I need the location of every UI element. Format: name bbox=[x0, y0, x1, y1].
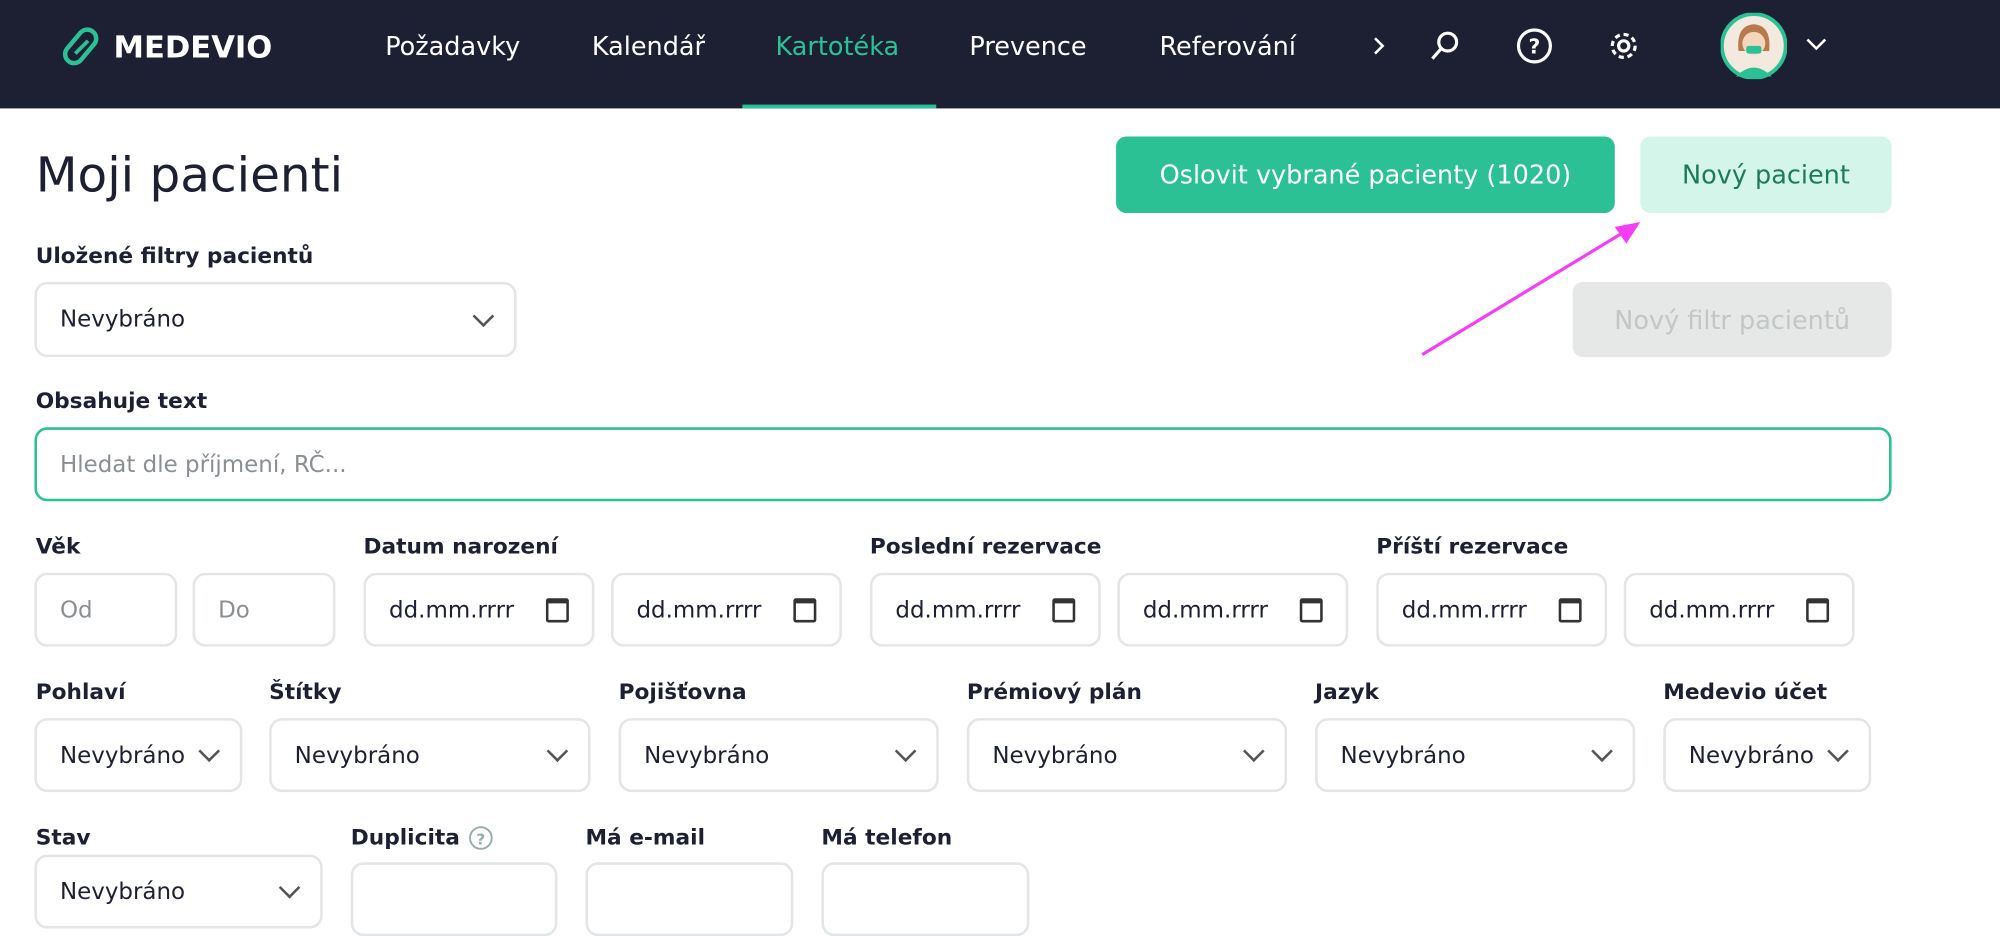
calendar-icon[interactable] bbox=[1806, 597, 1830, 622]
date-placeholder: dd.mm.rrrr bbox=[636, 596, 762, 624]
calendar-icon[interactable] bbox=[1299, 597, 1323, 622]
saved-filters-select[interactable]: Nevybráno bbox=[34, 281, 517, 358]
medevio-account-select[interactable]: Nevybráno bbox=[1663, 718, 1872, 793]
search-icon[interactable] bbox=[1429, 29, 1462, 62]
next-reservation-label: Příští rezervace bbox=[1376, 534, 1569, 560]
age-to-input[interactable]: Do bbox=[192, 572, 336, 647]
saved-filters-value: Nevybráno bbox=[59, 306, 186, 333]
chevron-down-icon bbox=[278, 876, 301, 899]
select-value: Nevybráno bbox=[59, 878, 186, 905]
new-filter-button[interactable]: Nový filtr pacientů bbox=[1572, 281, 1892, 358]
next-reservation-to-input[interactable]: dd.mm.rrrr bbox=[1623, 572, 1855, 647]
nav-prevence[interactable]: Prevence bbox=[969, 30, 1087, 62]
chevron-down-icon bbox=[894, 740, 917, 763]
nav-kalendar[interactable]: Kalendář bbox=[591, 30, 706, 62]
chevron-down-icon bbox=[1591, 740, 1613, 763]
calendar-icon[interactable] bbox=[1558, 597, 1582, 622]
brand-name: MEDEVIO bbox=[113, 29, 273, 66]
logo[interactable]: MEDEVIO bbox=[60, 26, 272, 69]
select-value: Nevybráno bbox=[992, 741, 1118, 769]
gear-icon[interactable] bbox=[1606, 28, 1642, 64]
search-label: Obsahuje text bbox=[35, 389, 208, 415]
age-from-placeholder: Od bbox=[59, 596, 93, 624]
birth-date-from-input[interactable]: dd.mm.rrrr bbox=[363, 572, 595, 647]
premium-plan-label: Prémiový plán bbox=[966, 679, 1142, 706]
chevron-down-icon bbox=[1243, 740, 1265, 763]
calendar-icon[interactable] bbox=[1052, 597, 1076, 622]
svg-text:?: ? bbox=[1529, 35, 1541, 59]
next-reservation-from-input[interactable]: dd.mm.rrrr bbox=[1376, 572, 1608, 647]
search-input[interactable]: Hledat dle příjmení, RČ... bbox=[34, 427, 1892, 502]
insurance-select[interactable]: Nevybráno bbox=[618, 718, 939, 793]
age-from-input[interactable]: Od bbox=[34, 572, 178, 647]
select-value: Nevybráno bbox=[294, 741, 420, 769]
top-nav bbox=[0, 0, 2000, 109]
language-label: Jazyk bbox=[1315, 679, 1379, 706]
saved-filters-label: Uložené filtry pacientů bbox=[35, 243, 314, 270]
last-reservation-label: Poslední rezervace bbox=[869, 534, 1102, 560]
last-reservation-to-input[interactable]: dd.mm.rrrr bbox=[1117, 572, 1349, 647]
language-select[interactable]: Nevybráno bbox=[1315, 718, 1636, 793]
tags-label: Štítky bbox=[269, 679, 342, 706]
nav-kartoteka[interactable]: Kartotéka bbox=[775, 30, 900, 62]
medevio-account-label: Medevio účet bbox=[1663, 679, 1828, 706]
date-placeholder: dd.mm.rrrr bbox=[1142, 596, 1268, 624]
account-chevron-down-icon[interactable] bbox=[1805, 36, 1828, 54]
premium-plan-select[interactable]: Nevybráno bbox=[966, 718, 1287, 793]
has-email-label: Má e-mail bbox=[585, 825, 706, 851]
select-value: Nevybráno bbox=[1688, 741, 1814, 769]
nav-pozadavky[interactable]: Požadavky bbox=[385, 30, 521, 62]
has-phone-label: Má telefon bbox=[821, 825, 953, 851]
duplicate-label-group: Duplicita? bbox=[351, 824, 493, 852]
chevron-down-icon bbox=[198, 740, 221, 763]
duplicate-label: Duplicita bbox=[350, 825, 460, 851]
help-icon[interactable]: ? bbox=[468, 825, 494, 851]
nav-referovani[interactable]: Referování bbox=[1159, 30, 1296, 62]
date-placeholder: dd.mm.rrrr bbox=[1401, 596, 1527, 624]
svg-text:?: ? bbox=[476, 830, 485, 848]
medevio-logo-icon bbox=[62, 27, 99, 66]
chevron-down-icon bbox=[472, 304, 495, 327]
date-placeholder: dd.mm.rrrr bbox=[389, 596, 515, 624]
select-value: Nevybráno bbox=[644, 741, 770, 769]
age-label: Věk bbox=[35, 534, 81, 560]
duplicate-select[interactable] bbox=[350, 862, 558, 936]
birth-date-label: Datum narození bbox=[363, 534, 558, 560]
select-value: Nevybráno bbox=[1340, 741, 1466, 769]
page-title: Moji pacienti bbox=[35, 146, 344, 203]
date-placeholder: dd.mm.rrrr bbox=[1649, 596, 1775, 624]
contact-selected-patients-button[interactable]: Oslovit vybrané pacienty (1020) bbox=[1116, 136, 1615, 214]
date-placeholder: dd.mm.rrrr bbox=[895, 596, 1021, 624]
status-select[interactable]: Nevybráno bbox=[34, 854, 323, 929]
chevron-down-icon bbox=[1827, 740, 1849, 763]
birth-date-to-input[interactable]: dd.mm.rrrr bbox=[610, 572, 842, 647]
annotation-arrow bbox=[1421, 221, 1641, 356]
last-reservation-from-input[interactable]: dd.mm.rrrr bbox=[869, 572, 1101, 647]
insurance-label: Pojišťovna bbox=[618, 679, 747, 706]
new-patient-button[interactable]: Nový pacient bbox=[1640, 136, 1892, 214]
select-value: Nevybráno bbox=[59, 741, 186, 769]
age-to-placeholder: Do bbox=[218, 596, 250, 624]
nav-more-chevron-icon[interactable] bbox=[1370, 34, 1388, 57]
active-tab-indicator bbox=[742, 104, 937, 109]
search-placeholder: Hledat dle příjmení, RČ... bbox=[59, 450, 347, 478]
help-icon[interactable]: ? bbox=[1515, 27, 1553, 65]
has-phone-select[interactable] bbox=[821, 862, 1030, 936]
gender-label: Pohlaví bbox=[35, 679, 126, 706]
status-label: Stav bbox=[35, 825, 91, 851]
calendar-icon[interactable] bbox=[545, 597, 569, 622]
chevron-down-icon bbox=[546, 740, 569, 763]
has-email-select[interactable] bbox=[585, 862, 794, 936]
tags-select[interactable]: Nevybráno bbox=[269, 718, 591, 793]
calendar-icon[interactable] bbox=[793, 597, 817, 622]
gender-select[interactable]: Nevybráno bbox=[34, 718, 243, 793]
avatar[interactable] bbox=[1720, 12, 1787, 80]
